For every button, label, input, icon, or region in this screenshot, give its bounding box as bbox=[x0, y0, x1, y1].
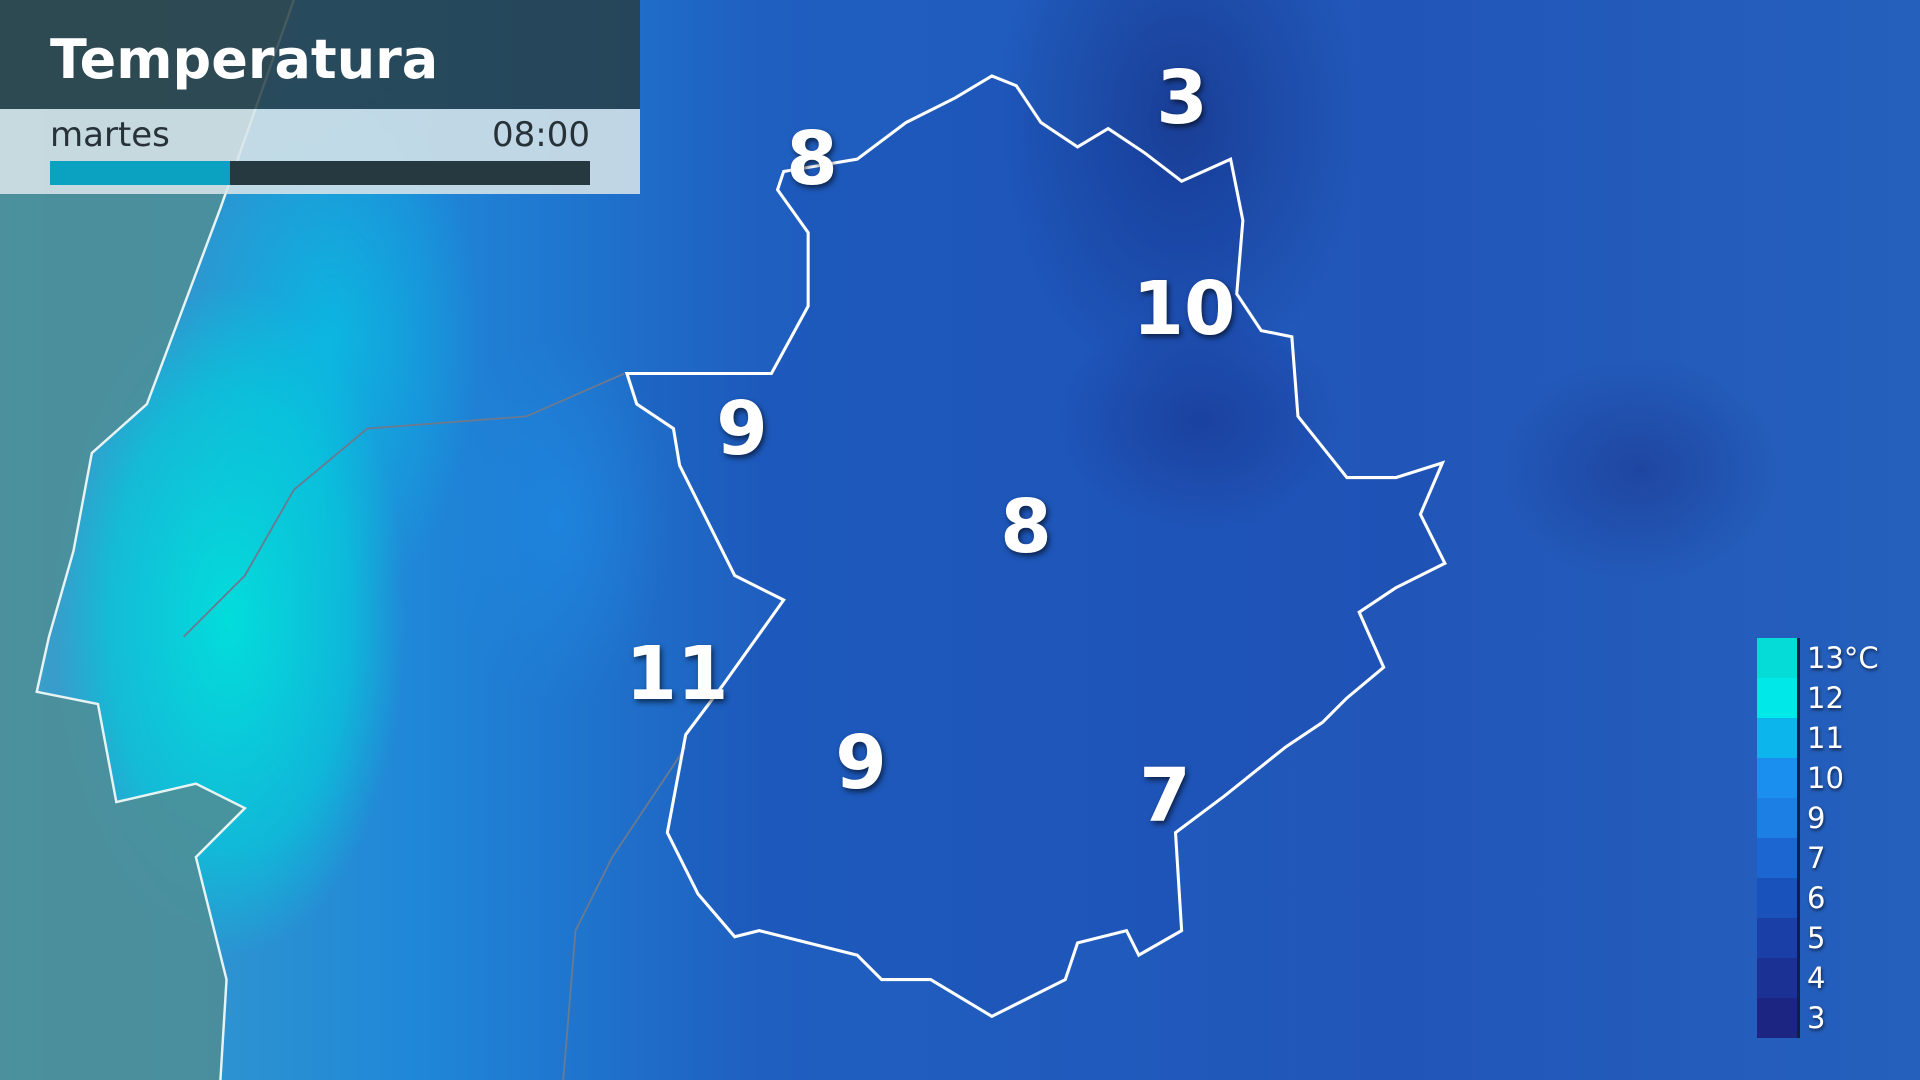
legend-color-bar bbox=[1757, 638, 1800, 1038]
legend-swatch bbox=[1757, 958, 1797, 998]
time-progress-bar bbox=[50, 161, 590, 185]
legend-label: 6 bbox=[1807, 881, 1826, 915]
legend-swatch bbox=[1757, 718, 1797, 758]
legend-swatch bbox=[1757, 638, 1797, 678]
atlantic-ocean bbox=[0, 0, 294, 1080]
legend-label: 9 bbox=[1807, 801, 1826, 835]
region-outline bbox=[624, 74, 1447, 1019]
legend-label: 4 bbox=[1807, 961, 1826, 995]
country-border bbox=[183, 372, 687, 1080]
time-panel: martes 08:00 bbox=[0, 109, 640, 194]
page-title: Temperatura bbox=[50, 28, 439, 91]
legend-swatch bbox=[1757, 678, 1797, 718]
legend-swatch bbox=[1757, 918, 1797, 958]
legend-label: 5 bbox=[1807, 921, 1826, 955]
temperature-label: 8 bbox=[1000, 484, 1052, 570]
legend-label: 13°C bbox=[1807, 641, 1879, 675]
legend-label: 10 bbox=[1807, 761, 1844, 795]
legend-label: 7 bbox=[1807, 841, 1826, 875]
legend-label: 12 bbox=[1807, 681, 1844, 715]
time-label: 08:00 bbox=[492, 115, 590, 155]
legend-label: 3 bbox=[1807, 1001, 1826, 1035]
temperature-label: 9 bbox=[716, 386, 768, 472]
coastline bbox=[35, 0, 296, 1080]
temperature-label: 10 bbox=[1132, 266, 1236, 352]
time-progress-fill bbox=[50, 161, 231, 185]
temperature-label: 3 bbox=[1156, 55, 1208, 141]
temperature-label: 8 bbox=[786, 116, 838, 202]
legend-swatch bbox=[1757, 998, 1797, 1038]
legend-swatch bbox=[1757, 838, 1797, 878]
legend-label: 11 bbox=[1807, 721, 1844, 755]
day-label: martes bbox=[50, 115, 170, 155]
legend-swatch bbox=[1757, 798, 1797, 838]
temperature-label: 7 bbox=[1139, 753, 1191, 839]
title-panel: Temperatura bbox=[0, 0, 640, 109]
legend-swatch bbox=[1757, 878, 1797, 918]
legend-swatch bbox=[1757, 758, 1797, 798]
temperature-label: 11 bbox=[625, 631, 729, 717]
temperature-label: 9 bbox=[835, 720, 887, 806]
